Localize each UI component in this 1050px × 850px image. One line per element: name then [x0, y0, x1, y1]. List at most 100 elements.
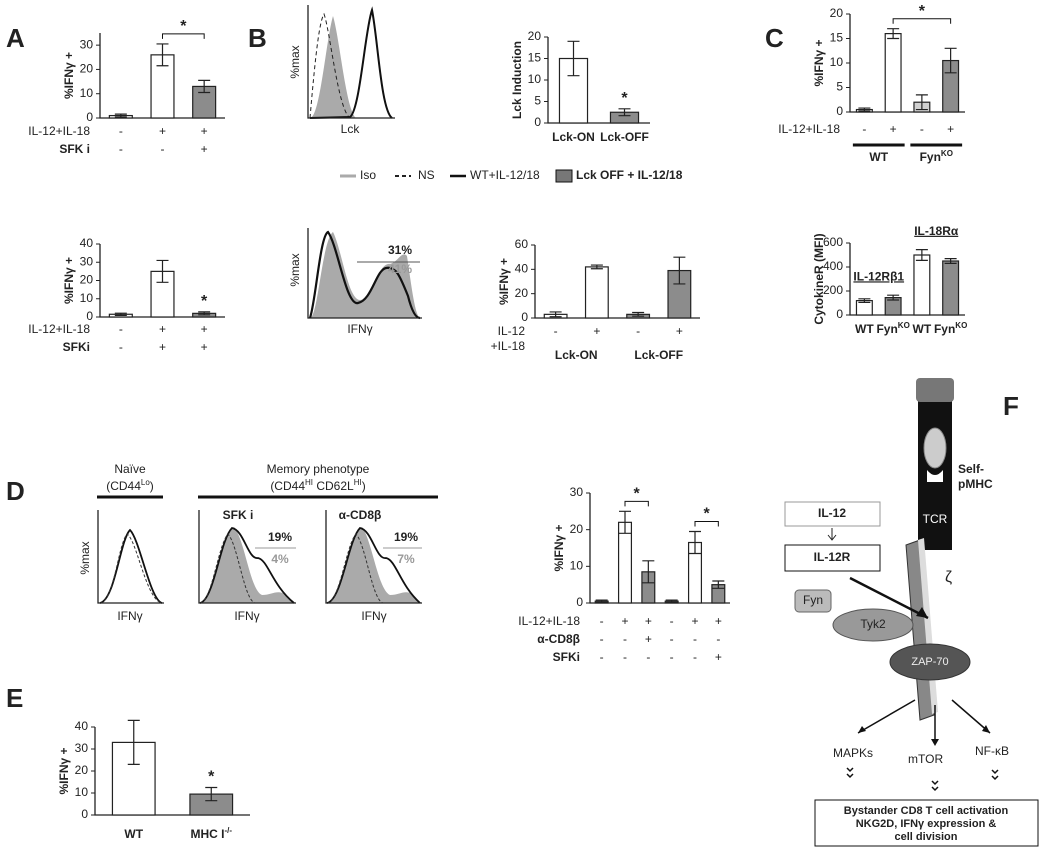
outcome: NKG2D, IFNγ expression & [856, 818, 997, 830]
header: (CD44Lo) [106, 478, 154, 494]
bracket [162, 33, 205, 39]
axis [307, 5, 395, 119]
row-label: IL-12+IL-18 [28, 124, 90, 138]
il12r: IL-12R [814, 550, 851, 564]
row-label: IL-12+IL-18 [518, 614, 580, 628]
error-bar [887, 28, 900, 40]
group-label-text: WT [869, 150, 888, 164]
error-bar [114, 113, 127, 118]
y-label: Lck Induction [510, 41, 524, 119]
significance: * [704, 506, 711, 523]
pmhc [923, 427, 947, 469]
significance: * [621, 90, 628, 107]
zap70-label: ZAP-70 [911, 656, 948, 668]
outcome: cell division [895, 831, 958, 843]
legend-swatch [555, 169, 573, 183]
y-tick-label: 20 [80, 273, 94, 287]
bar-chart: 0 20 40 60 %IFNγ + IL-12+IL-18 - + - + Lck-ON Lck-O… [491, 237, 700, 362]
row-value: - [600, 632, 604, 646]
pmhc-label: pMHC [958, 477, 993, 491]
error-bar [858, 298, 871, 303]
y-label: %IFNγ + [552, 524, 566, 571]
row-label: α-CD8β [537, 632, 580, 646]
x-tick-label: Lck-ON [552, 130, 595, 144]
y-label: %max [78, 541, 92, 574]
bracket [624, 500, 649, 507]
row-label: SFKi [63, 340, 90, 354]
bar [111, 741, 156, 816]
row-value: - [623, 650, 627, 664]
fyn-label: Fyn [803, 593, 823, 607]
bar [584, 266, 609, 319]
header: Naïve [114, 462, 146, 476]
pct-label: 31% [388, 243, 412, 257]
error-bar [915, 249, 928, 261]
x-tick-label-sup: KO [955, 321, 967, 330]
row-value: + [593, 324, 600, 338]
pathway: NF-κB [975, 744, 1009, 758]
header: (CD44HI CD62LHI) [270, 478, 365, 494]
y-tick-label: 20 [528, 29, 542, 43]
group-label-text: Fyn [920, 150, 941, 164]
pct-label: 41% [388, 262, 412, 276]
pct-label: 19% [394, 530, 418, 544]
error-bar [549, 311, 562, 318]
row-value: + [645, 632, 652, 646]
zap70 [889, 643, 971, 681]
axis [307, 228, 422, 319]
x-label: IFNγ [347, 322, 372, 336]
hist-fill [327, 527, 420, 603]
bar-chart: 0 10 20 30 %IFNγ + IL-12+IL-18 - + + - + + α-CD8β - - +… [518, 485, 730, 664]
y-tick-label: 5 [836, 80, 843, 94]
y-tick-label: 30 [75, 741, 89, 755]
row-value: - [670, 632, 674, 646]
panel-label: C [765, 23, 784, 53]
y-label: %IFNγ + [62, 257, 76, 304]
y-label: %max [288, 45, 302, 78]
bar [913, 254, 931, 316]
error-bar [887, 294, 900, 301]
group-label-sup: KO [941, 149, 953, 158]
pct-label: 19% [268, 530, 292, 544]
significance: * [208, 769, 215, 786]
error-bar [198, 79, 211, 94]
y-tick-label: 20 [515, 286, 529, 300]
pmhc-label: Self- [958, 462, 984, 476]
y-tick-label: 40 [80, 236, 94, 250]
error-bar [632, 311, 645, 317]
bar-chart: 0 10 20 30 %IFNγ + IL-12+IL-18 - + + SFK i - - + * [28, 18, 225, 156]
flow-panel: α-CD8β 19% 7% IFNγ [325, 508, 422, 623]
il12: IL-12 [818, 506, 846, 520]
y-tick-label: 30 [80, 37, 94, 51]
x-tick-label: WT [913, 322, 932, 336]
chevrons [846, 767, 999, 792]
panel-title: α-CD8β [339, 508, 382, 522]
y-tick-label: 0 [81, 807, 88, 821]
x-tick-label-text: Fyn [876, 322, 897, 336]
group-label: IL-18Rα [914, 224, 959, 238]
row-value: + [159, 322, 166, 336]
panel-label: D [6, 476, 25, 506]
y-tick-label: 200 [823, 283, 843, 297]
x-tick-label: WT [124, 827, 143, 841]
hist-ns [199, 533, 256, 604]
y-tick-label: 0 [576, 595, 583, 609]
fyn [794, 589, 832, 613]
group-label: FynKO [920, 149, 953, 165]
row-label: SFKi [553, 650, 580, 664]
x-tick-label: FynKO [876, 321, 909, 337]
y-tick-label: 30 [80, 254, 94, 268]
pathway: mTOR [908, 752, 943, 766]
error-bar [156, 43, 169, 67]
error-bar [712, 580, 725, 589]
panel-label: A [6, 23, 25, 53]
error-bar [595, 599, 608, 603]
error-bar [198, 311, 211, 316]
y-label: %IFNγ + [812, 39, 826, 86]
error-bar [665, 599, 678, 603]
row-value: - [600, 614, 604, 628]
tcr-cap [916, 378, 954, 402]
y-tick-label: 20 [80, 62, 94, 76]
y-tick-label: 400 [823, 259, 843, 273]
